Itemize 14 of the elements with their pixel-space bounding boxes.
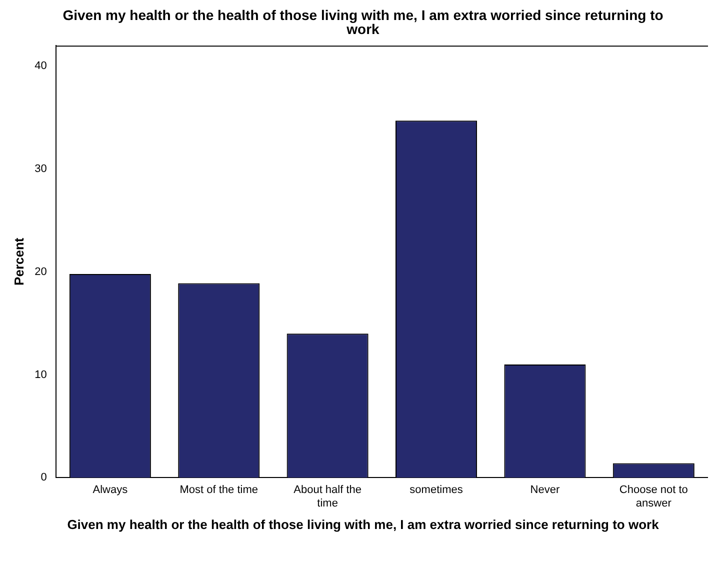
x-tick-label: Never bbox=[530, 484, 560, 496]
x-axis-title: Given my health or the health of those living with me, I am extra worried since returning to work bbox=[66, 516, 660, 532]
x-tick-label: sometimes bbox=[410, 484, 464, 496]
chart-title: Given my health or the health of those living with me, I am extra worried since returning to work bbox=[62, 7, 664, 37]
y-tick-label: 0 bbox=[40, 472, 47, 484]
x-tick-label: Choose not to answer bbox=[619, 484, 688, 510]
x-tick-label: About half the time bbox=[294, 484, 362, 510]
y-tick-label: 40 bbox=[34, 60, 47, 72]
y-tick-label: 30 bbox=[34, 163, 47, 176]
y-tick-label: 10 bbox=[34, 368, 47, 381]
y-tick-label: 20 bbox=[34, 266, 47, 278]
x-tick-label: Always bbox=[92, 484, 128, 496]
x-tick-label: Most of the time bbox=[180, 484, 258, 496]
y-axis-title: Percent bbox=[11, 237, 26, 286]
